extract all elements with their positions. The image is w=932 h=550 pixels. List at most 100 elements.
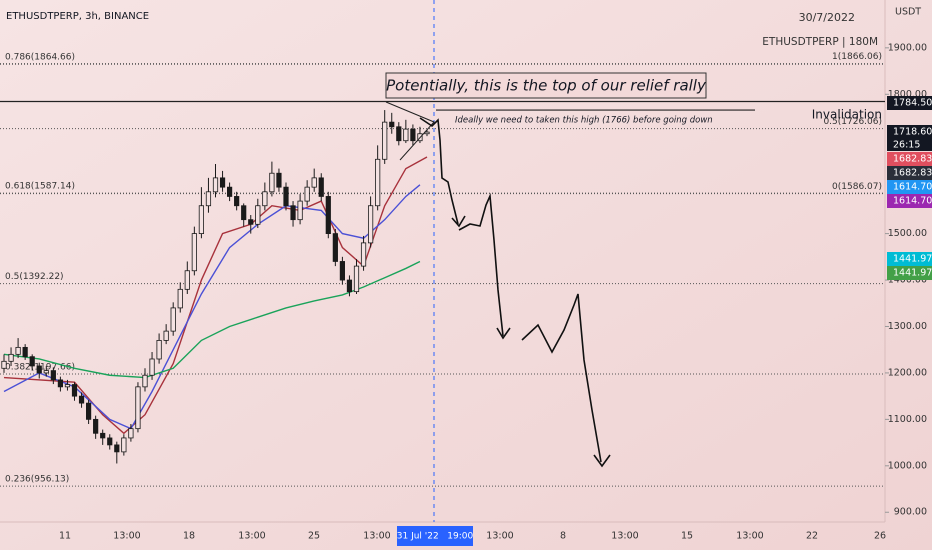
candle-body: [382, 121, 388, 160]
countdown: 26:15: [893, 140, 920, 151]
candle-body: [389, 121, 395, 128]
x-tick-label: 18: [183, 531, 195, 542]
candle-body: [410, 128, 416, 142]
candle-body: [332, 233, 338, 262]
triangle-pattern: [385, 101, 435, 161]
price-label: 1441.97: [893, 254, 932, 265]
candle-body: [396, 126, 402, 142]
fib-label: 0(1586.07): [832, 182, 882, 192]
candle-body: [163, 330, 169, 341]
y-tick-label: 1400.00: [888, 275, 927, 286]
x-tick-label: 8: [560, 531, 566, 542]
current-x-label: 31 Jul '22 19:00: [397, 532, 474, 542]
price-label: 1784.50: [893, 98, 932, 109]
candle-body: [375, 158, 381, 207]
fib-label: 0.5(1392.22): [5, 272, 64, 282]
candle-body: [93, 418, 99, 434]
x-tick-label: 13:00: [113, 531, 140, 542]
annotation-note: Ideally we need to taken this high (1766…: [455, 116, 713, 126]
candle-body: [269, 172, 275, 193]
y-tick-label: 1100.00: [888, 414, 927, 425]
x-tick-label: 13:00: [363, 531, 390, 542]
y-tick-label: 900.00: [894, 507, 927, 518]
fib-label: 1(1866.06): [832, 52, 882, 62]
symbol-text: ETHUSDTPERP | 180M: [762, 36, 878, 48]
current-x-box: [397, 526, 473, 546]
price-label: 1718.60: [893, 127, 932, 138]
candle-body: [255, 205, 261, 225]
chart-title: ETHUSDTPERP, 3h, BINANCE: [6, 11, 149, 22]
candle-body: [100, 432, 106, 439]
x-tick-label: 26: [874, 531, 886, 542]
candle-body: [128, 428, 134, 439]
x-tick-label: 13:00: [611, 531, 638, 542]
candle-body: [135, 386, 141, 430]
candle-body: [50, 370, 56, 381]
candle-body: [424, 131, 430, 135]
candle-body: [191, 233, 197, 272]
candle-body: [198, 205, 204, 234]
candle-body: [64, 384, 71, 388]
price-label-box: [887, 125, 932, 151]
price-label-box: [887, 180, 932, 194]
candle-body: [262, 191, 268, 207]
candle-body: [114, 444, 120, 453]
candle-body: [156, 340, 162, 360]
annotation-main: Potentially, this is the top of our reli…: [386, 77, 707, 95]
invalidation-label: Invalidation: [812, 108, 882, 122]
candle-body: [318, 177, 324, 197]
x-tick-label: 13:00: [238, 531, 265, 542]
y-tick-label: 1800.00: [888, 89, 927, 100]
candle-body: [121, 437, 127, 453]
forecast-path: [521, 293, 602, 463]
x-tick-label: 11: [59, 531, 71, 542]
candle-body: [367, 205, 374, 244]
candle-body: [78, 395, 85, 404]
candle-body: [107, 437, 113, 446]
candle-body: [15, 346, 21, 355]
price-label: 1614.70: [893, 182, 932, 193]
x-tick-label: 22: [806, 531, 818, 542]
candle-body: [205, 191, 212, 207]
candle-body: [403, 128, 409, 142]
candle-body: [234, 196, 240, 207]
candle-body: [248, 219, 254, 225]
candle-body: [43, 370, 49, 374]
y-tick-label: 1500.00: [888, 228, 927, 239]
price-label-box: [887, 152, 932, 166]
price-label: 1682.83: [893, 168, 932, 179]
x-tick-label: 15: [681, 531, 693, 542]
candle-body: [339, 261, 346, 281]
candle-body: [283, 186, 289, 207]
y-tick-label: 1200.00: [888, 367, 927, 378]
price-label-box: [887, 166, 932, 180]
candle-body: [22, 346, 28, 358]
candle-body: [212, 177, 219, 193]
candle-body: [86, 402, 92, 420]
price-label-box: [887, 266, 932, 280]
fib-label: 0.786(1864.66): [5, 53, 75, 63]
x-tick-label: 13:00: [736, 531, 763, 542]
forecast-arrow: [451, 215, 466, 228]
candle-body: [276, 172, 282, 188]
candle-body: [71, 384, 78, 397]
candle-body: [36, 365, 42, 374]
candle-body: [353, 265, 360, 293]
candle-body: [8, 353, 14, 362]
y-tick-label: 1000.00: [888, 460, 927, 471]
currency: USDT: [895, 7, 921, 18]
candle-body: [290, 205, 296, 221]
forecast-arrow: [593, 454, 611, 468]
forecast-path: [458, 192, 504, 337]
candle-body: [142, 374, 148, 388]
fib-label: 0.5(1726.06): [823, 117, 882, 127]
candle-body: [184, 270, 190, 290]
candle-body: [297, 200, 303, 221]
annotation-box: [385, 72, 707, 99]
date-text: 30/7/2022: [799, 11, 855, 24]
candle-body: [346, 279, 353, 293]
y-tick-label: 1900.00: [888, 42, 927, 53]
price-label-box: [887, 194, 932, 208]
